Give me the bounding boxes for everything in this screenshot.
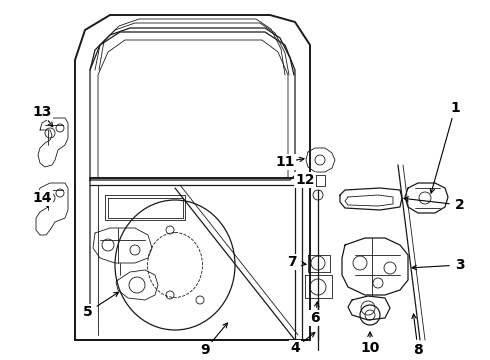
Text: 9: 9 [200, 343, 210, 357]
Text: 2: 2 [455, 198, 465, 212]
Text: 10: 10 [360, 341, 380, 355]
Text: 14: 14 [32, 191, 52, 205]
Text: 4: 4 [290, 341, 300, 355]
Text: 1: 1 [450, 101, 460, 115]
Text: 13: 13 [32, 105, 51, 119]
Text: 7: 7 [287, 255, 297, 269]
Text: 11: 11 [275, 155, 295, 169]
Text: 12: 12 [295, 173, 315, 187]
Text: 5: 5 [83, 305, 93, 319]
Text: 3: 3 [455, 258, 465, 272]
Text: 6: 6 [310, 311, 320, 325]
Text: 8: 8 [413, 343, 423, 357]
